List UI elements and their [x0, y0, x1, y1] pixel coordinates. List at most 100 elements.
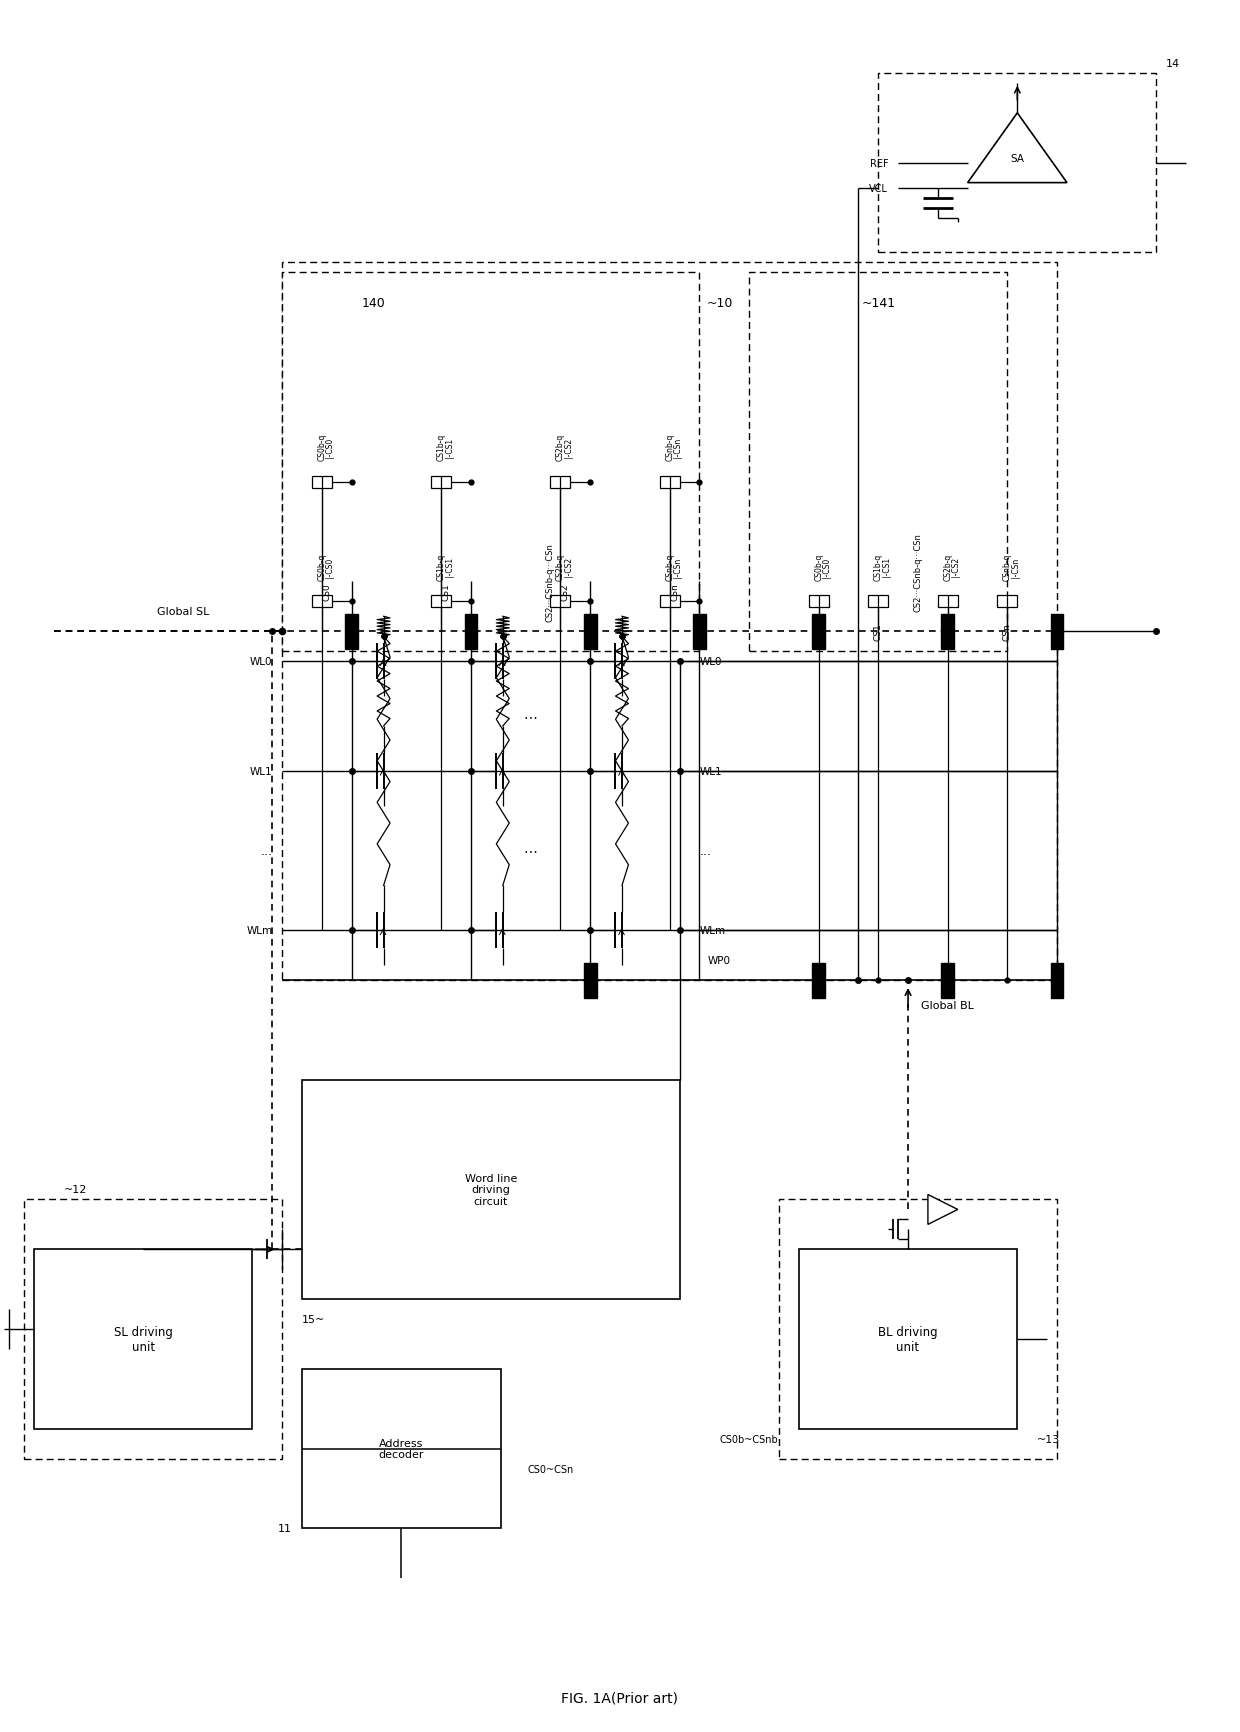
- Text: WL1: WL1: [249, 766, 273, 776]
- Text: CS2···CSnb-q···CSn: CS2···CSnb-q···CSn: [914, 533, 923, 611]
- Text: CS2···CSnb-q···CSn: CS2···CSnb-q···CSn: [546, 542, 556, 622]
- Bar: [303, 1370, 501, 1529]
- Bar: [1050, 615, 1064, 650]
- Text: Address
decoder: Address decoder: [378, 1438, 424, 1460]
- Bar: [868, 596, 888, 608]
- Bar: [997, 596, 1017, 608]
- Text: CS2: CS2: [560, 584, 570, 601]
- Bar: [1050, 963, 1064, 998]
- Text: CSn: CSn: [1003, 624, 1012, 641]
- Text: SL driving
unit: SL driving unit: [114, 1325, 172, 1353]
- Bar: [660, 476, 680, 488]
- Bar: [812, 615, 825, 650]
- Text: |-CS1: |-CS1: [882, 558, 890, 577]
- Text: VCL: VCL: [869, 184, 888, 194]
- Text: |-CS1: |-CS1: [445, 558, 454, 577]
- Text: CS0b~CSnb: CS0b~CSnb: [719, 1434, 779, 1444]
- Bar: [312, 476, 332, 488]
- Bar: [799, 1249, 1017, 1429]
- Bar: [749, 274, 1007, 651]
- Text: CS1: CS1: [874, 624, 883, 641]
- Text: CSnb-q: CSnb-q: [665, 554, 675, 580]
- Text: ~10: ~10: [706, 296, 733, 310]
- Polygon shape: [928, 1195, 957, 1225]
- Polygon shape: [967, 114, 1066, 184]
- Text: WL1: WL1: [699, 766, 722, 776]
- Text: ⋯: ⋯: [523, 843, 538, 857]
- Bar: [584, 615, 596, 650]
- Text: |-CS2: |-CS2: [564, 438, 573, 457]
- Text: CS1b-q: CS1b-q: [436, 554, 445, 580]
- Text: 14: 14: [1167, 59, 1180, 69]
- Text: CS0: CS0: [322, 584, 331, 601]
- Text: CS2: CS2: [944, 624, 952, 641]
- Bar: [465, 615, 477, 650]
- Text: ⋯: ⋯: [523, 710, 538, 724]
- Bar: [283, 274, 699, 651]
- Bar: [346, 615, 358, 650]
- Text: ~13: ~13: [1037, 1434, 1060, 1444]
- Text: REF: REF: [869, 159, 888, 168]
- Text: CS2b-q: CS2b-q: [556, 435, 565, 461]
- Text: |-CS2: |-CS2: [564, 558, 573, 577]
- Text: CS0b-q: CS0b-q: [317, 433, 326, 461]
- Text: WLm: WLm: [247, 927, 273, 935]
- Text: CSn: CSn: [670, 584, 680, 601]
- Text: WP0: WP0: [708, 956, 730, 966]
- Text: WLm: WLm: [699, 927, 725, 935]
- Text: 140: 140: [362, 296, 386, 310]
- Text: CS1: CS1: [441, 584, 450, 601]
- Bar: [432, 596, 451, 608]
- Text: ...: ...: [699, 845, 712, 857]
- Text: SA: SA: [1011, 154, 1024, 163]
- Bar: [584, 963, 596, 998]
- Text: BL driving
unit: BL driving unit: [878, 1325, 937, 1353]
- Bar: [812, 963, 825, 998]
- Text: |-CS2: |-CS2: [951, 558, 960, 577]
- Text: CS2b-q: CS2b-q: [556, 554, 565, 580]
- Text: |-CSn: |-CSn: [1011, 558, 1019, 577]
- Text: Global BL: Global BL: [921, 1001, 975, 1010]
- Bar: [878, 74, 1157, 253]
- Text: |-CSn: |-CSn: [673, 438, 682, 457]
- Text: Word line
driving
circuit: Word line driving circuit: [465, 1173, 517, 1207]
- Bar: [33, 1249, 253, 1429]
- Text: CS0: CS0: [815, 624, 823, 641]
- Bar: [779, 1200, 1056, 1458]
- Bar: [660, 596, 680, 608]
- Text: CS1b-q: CS1b-q: [436, 435, 445, 461]
- Text: CS0~CSn: CS0~CSn: [527, 1464, 574, 1474]
- Text: 11: 11: [278, 1524, 293, 1533]
- Text: CSnb-q: CSnb-q: [665, 433, 675, 461]
- Text: CS2b-q: CS2b-q: [944, 554, 952, 580]
- Text: 15~: 15~: [303, 1315, 325, 1325]
- Bar: [551, 476, 570, 488]
- Text: |-CS0: |-CS0: [822, 558, 831, 577]
- Text: WL0: WL0: [699, 656, 722, 667]
- Text: FIG. 1A(Prior art): FIG. 1A(Prior art): [562, 1690, 678, 1704]
- Bar: [808, 596, 828, 608]
- Bar: [941, 615, 955, 650]
- Bar: [432, 476, 451, 488]
- Bar: [303, 1081, 680, 1299]
- Bar: [693, 615, 706, 650]
- Text: |-CS0: |-CS0: [325, 438, 335, 457]
- Bar: [941, 963, 955, 998]
- Text: Global SL: Global SL: [156, 606, 210, 617]
- Bar: [24, 1200, 283, 1458]
- Text: |-CS0: |-CS0: [325, 558, 335, 577]
- Bar: [937, 596, 957, 608]
- Text: |-CS1: |-CS1: [445, 438, 454, 457]
- Text: CS1b-q: CS1b-q: [874, 554, 883, 580]
- Bar: [551, 596, 570, 608]
- Text: ~141: ~141: [862, 296, 895, 310]
- Text: CS0b-q: CS0b-q: [815, 554, 823, 580]
- Text: WL0: WL0: [249, 656, 273, 667]
- Text: ...: ...: [260, 845, 273, 857]
- Text: ~12: ~12: [63, 1185, 87, 1195]
- Text: CSnb-q: CSnb-q: [1003, 554, 1012, 580]
- Text: |-CSn: |-CSn: [673, 558, 682, 577]
- Bar: [283, 263, 1056, 980]
- Bar: [312, 596, 332, 608]
- Text: CS0b-q: CS0b-q: [317, 554, 326, 580]
